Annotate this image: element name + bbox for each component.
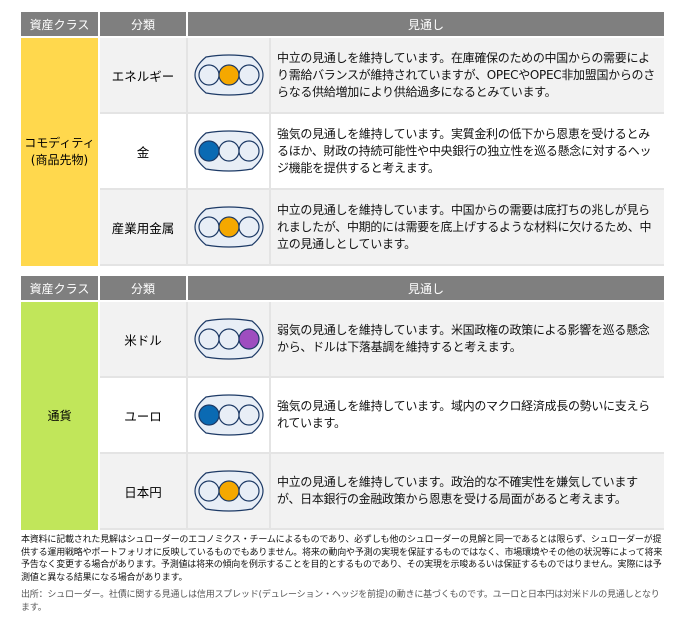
category-cell: ユーロ	[100, 378, 188, 452]
header-category: 分類	[100, 276, 188, 300]
signal-cell	[188, 302, 271, 376]
signal-lamp	[217, 64, 240, 86]
outlook-text: 強気の見通しを維持しています。域内のマクロ経済成長の勢いに支えられています。	[277, 399, 650, 430]
header-asset-class: 資産クラス	[21, 12, 100, 36]
table-row: 日本円 中立の見通しを維持しています。政治的な不確実性を嫌気していますが、日本銀…	[100, 454, 664, 530]
category-cell: 金	[100, 114, 188, 188]
signal-lamp	[197, 216, 220, 238]
signal-lamp	[217, 404, 240, 426]
signal-cell	[188, 38, 271, 112]
asset-class-cell: 通貨	[21, 302, 100, 530]
signal-lamp	[197, 480, 220, 502]
signal-neutral-icon	[193, 54, 264, 96]
signal-lamp	[237, 480, 260, 502]
category-cell: 米ドル	[100, 302, 188, 376]
currency-table: 資産クラス 分類 見通し 通貨 米ドル 弱気の見通しを維持しています。米国政権の…	[21, 276, 664, 530]
signal-lamp	[237, 140, 260, 162]
table-row: 米ドル 弱気の見通しを維持しています。米国政権の政策による影響を巡る懸念から、ド…	[100, 302, 664, 378]
signal-neutral-icon	[193, 470, 264, 512]
signal-lamp	[197, 328, 220, 350]
outlook-text: 中立の見通しを維持しています。政治的な不確実性を嫌気していますが、日本銀行の金融…	[277, 475, 638, 506]
signal-bullish-icon	[193, 130, 264, 172]
table-row: ユーロ 強気の見通しを維持しています。域内のマクロ経済成長の勢いに支えられていま…	[100, 378, 664, 454]
asset-class-cell: コモディティ (商品先物)	[21, 38, 100, 266]
signal-cell	[188, 454, 271, 528]
commodity-table: 資産クラス 分類 見通し コモディティ (商品先物) エネルギー 中立の見通しを…	[21, 12, 664, 266]
header-outlook: 見通し	[407, 281, 444, 296]
outlook-text: 中立の見通しを維持しています。中国からの需要は底打ちの兆しが見られましたが、中期…	[277, 202, 652, 251]
source-note: 出所：シュローダー。社債に関する見通しは信用スプレッド(デュレーション・ヘッジを…	[21, 590, 660, 613]
signal-bearish-icon	[193, 318, 264, 360]
header-outlook: 見通し	[407, 17, 444, 32]
signal-lamp	[217, 140, 240, 162]
signal-neutral-icon	[193, 206, 264, 248]
footnotes: 本資料に記載された見解はシュローダーのエコノミクス・チームによるものであり、必ず…	[21, 534, 666, 614]
outlook-text: 弱気の見通しを維持しています。米国政権の政策による影響を巡る懸念から、ドルは下落…	[277, 323, 650, 354]
outlook-text: 強気の見通しを維持しています。実質金利の低下から恩恵を受けるとみるほか、財政の持…	[277, 126, 652, 175]
signal-lamp	[217, 480, 240, 502]
signal-cell	[188, 378, 271, 452]
signal-lamp	[237, 404, 260, 426]
outlook-text: 中立の見通しを維持しています。在庫確保のための中国からの需要により需給バランスが…	[277, 50, 655, 99]
disclaimer: 本資料に記載された見解はシュローダーのエコノミクス・チームによるものであり、必ず…	[21, 535, 663, 583]
signal-lamp	[237, 64, 260, 86]
signal-lamp	[197, 404, 220, 426]
header-category: 分類	[100, 12, 188, 36]
signal-bullish-icon	[193, 394, 264, 436]
table-row: 金 強気の見通しを維持しています。実質金利の低下から恩恵を受けるとみるほか、財政…	[100, 114, 664, 190]
signal-lamp	[237, 328, 260, 350]
category-cell: 産業用金属	[100, 190, 188, 264]
table-row: エネルギー 中立の見通しを維持しています。在庫確保のための中国からの需要により需…	[100, 38, 664, 114]
signal-lamp	[237, 216, 260, 238]
table-header: 資産クラス 分類 見通し	[21, 12, 664, 36]
category-cell: エネルギー	[100, 38, 188, 112]
category-cell: 日本円	[100, 454, 188, 528]
signal-cell	[188, 190, 271, 264]
table-row: 産業用金属 中立の見通しを維持しています。中国からの需要は底打ちの兆しが見られま…	[100, 190, 664, 266]
header-asset-class: 資産クラス	[21, 276, 100, 300]
table-header: 資産クラス 分類 見通し	[21, 276, 664, 300]
signal-lamp	[217, 328, 240, 350]
signal-lamp	[217, 216, 240, 238]
signal-lamp	[197, 64, 220, 86]
signal-lamp	[197, 140, 220, 162]
signal-cell	[188, 114, 271, 188]
